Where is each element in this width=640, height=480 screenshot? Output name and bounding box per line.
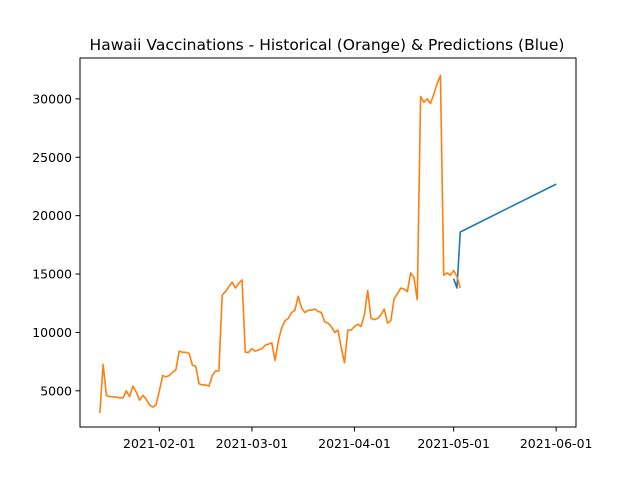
y-tick-label: 30000 [32,91,72,106]
y-tick-label: 20000 [32,208,72,223]
x-tick-label: 2021-05-01 [417,436,490,451]
y-tick-label: 15000 [32,267,72,282]
x-axis: 2021-02-01 2021-03-01 2021-04-01 2021-05-01… [123,427,592,451]
y-tick-label: 10000 [32,325,72,340]
chart-title: Hawaii Vaccinations - Historical (Orange… [90,36,565,54]
x-tick-label: 2021-03-01 [216,436,289,451]
y-axis: 5000 10000 15000 20000 25000 30000 [32,91,80,398]
y-tick-label: 5000 [40,383,72,398]
y-tick-label: 25000 [32,150,72,165]
x-tick-label: 2021-02-01 [123,436,196,451]
plot-frame [79,57,577,428]
x-tick-label: 2021-06-01 [520,436,593,451]
plot-series [99,74,557,414]
x-tick-label: 2021-04-01 [318,436,391,451]
historical-series-line [99,74,462,414]
prediction-series-line [452,183,557,289]
